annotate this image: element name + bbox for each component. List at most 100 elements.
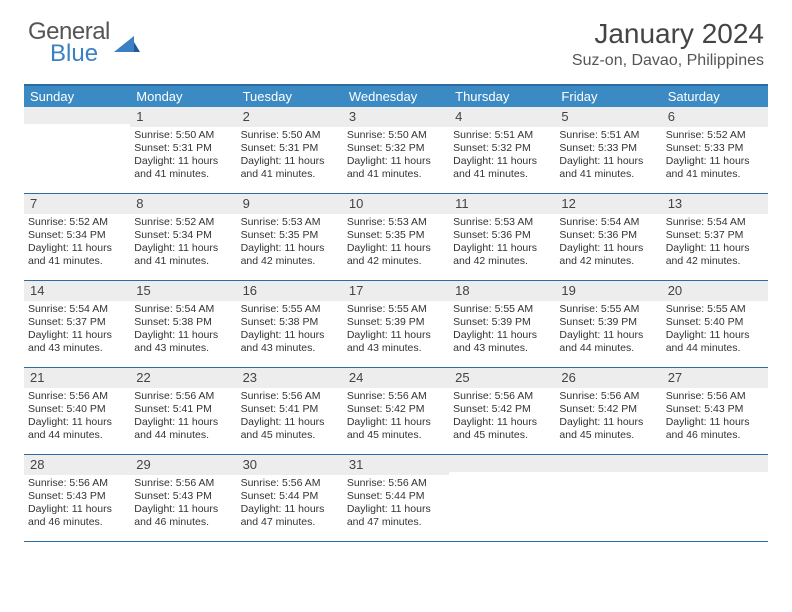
day-number-bar: 26 [555, 368, 661, 388]
day-cell: 15Sunrise: 5:54 AMSunset: 5:38 PMDayligh… [130, 281, 236, 367]
week-row: 7Sunrise: 5:52 AMSunset: 5:34 PMDaylight… [24, 194, 768, 281]
week-row: 28Sunrise: 5:56 AMSunset: 5:43 PMDayligh… [24, 455, 768, 542]
sunset-text: Sunset: 5:34 PM [134, 229, 232, 242]
daylight-text: Daylight: 11 hours and 43 minutes. [347, 329, 445, 355]
title-block: January 2024 Suz-on, Davao, Philippines [572, 18, 764, 70]
day-cell [555, 455, 661, 541]
day-number-bar: 31 [343, 455, 449, 475]
day-cell: 12Sunrise: 5:54 AMSunset: 5:36 PMDayligh… [555, 194, 661, 280]
daylight-text: Daylight: 11 hours and 46 minutes. [134, 503, 232, 529]
day-number: 21 [30, 370, 44, 385]
empty-day [555, 455, 661, 472]
daylight-text: Daylight: 11 hours and 45 minutes. [347, 416, 445, 442]
sunset-text: Sunset: 5:40 PM [28, 403, 126, 416]
sunrise-text: Sunrise: 5:51 AM [559, 129, 657, 142]
daylight-text: Daylight: 11 hours and 47 minutes. [241, 503, 339, 529]
day-cell: 26Sunrise: 5:56 AMSunset: 5:42 PMDayligh… [555, 368, 661, 454]
weekday-header: Friday [555, 86, 661, 107]
sunrise-text: Sunrise: 5:52 AM [134, 216, 232, 229]
day-number: 2 [243, 109, 250, 124]
day-cell: 14Sunrise: 5:54 AMSunset: 5:37 PMDayligh… [24, 281, 130, 367]
daylight-text: Daylight: 11 hours and 43 minutes. [134, 329, 232, 355]
daylight-text: Daylight: 11 hours and 42 minutes. [559, 242, 657, 268]
day-cell [662, 455, 768, 541]
day-cell: 11Sunrise: 5:53 AMSunset: 5:36 PMDayligh… [449, 194, 555, 280]
weekday-header: Tuesday [237, 86, 343, 107]
day-number: 10 [349, 196, 363, 211]
day-number: 11 [455, 196, 469, 211]
day-number: 28 [30, 457, 44, 472]
day-number-bar: 8 [130, 194, 236, 214]
day-cell: 25 Sunrise: 5:56 AMSunset: 5:42 PMDayligh… [449, 368, 555, 454]
day-number: 31 [349, 457, 363, 472]
sunrise-text: Sunrise: 5:56 AM [134, 477, 232, 490]
day-cell: 3Sunrise: 5:50 AMSunset: 5:32 PMDaylight… [343, 107, 449, 193]
day-number-bar: 13 [662, 194, 768, 214]
sunset-text: Sunset: 5:36 PM [559, 229, 657, 242]
calendar-table: SundayMondayTuesdayWednesdayThursdayFrid… [24, 84, 768, 542]
day-number-bar: 2 [237, 107, 343, 127]
day-cell [24, 107, 130, 193]
sunset-text: Sunset: 5:35 PM [347, 229, 445, 242]
day-cell: 2Sunrise: 5:50 AMSunset: 5:31 PMDaylight… [237, 107, 343, 193]
daylight-text: Daylight: 11 hours and 41 minutes. [347, 155, 445, 181]
day-number: 27 [668, 370, 682, 385]
day-number-bar: 1 [130, 107, 236, 127]
day-number: 30 [243, 457, 257, 472]
daylight-text: Daylight: 11 hours and 42 minutes. [666, 242, 764, 268]
day-number-bar: 16 [237, 281, 343, 301]
weekday-header: Thursday [449, 86, 555, 107]
day-number: 14 [30, 283, 44, 298]
daylight-text: Daylight: 11 hours and 41 minutes. [134, 242, 232, 268]
sunset-text: Sunset: 5:38 PM [134, 316, 232, 329]
day-number-bar: 7 [24, 194, 130, 214]
day-cell [449, 455, 555, 541]
day-number: 20 [668, 283, 682, 298]
empty-day [662, 455, 768, 472]
day-number-bar: 24 [343, 368, 449, 388]
day-number-bar: 18 [449, 281, 555, 301]
sunset-text: Sunset: 5:33 PM [559, 142, 657, 155]
sunset-text: Sunset: 5:41 PM [134, 403, 232, 416]
day-number-bar: 4 [449, 107, 555, 127]
day-number: 6 [668, 109, 675, 124]
day-number-bar: 15 [130, 281, 236, 301]
sunset-text: Sunset: 5:42 PM [453, 403, 551, 416]
daylight-text: Daylight: 11 hours and 41 minutes. [241, 155, 339, 181]
sunset-text: Sunset: 5:43 PM [134, 490, 232, 503]
day-number-bar: 25 [449, 368, 555, 388]
day-number: 15 [136, 283, 150, 298]
daylight-text: Daylight: 11 hours and 42 minutes. [453, 242, 551, 268]
sunset-text: Sunset: 5:42 PM [559, 403, 657, 416]
day-cell: 16Sunrise: 5:55 AMSunset: 5:38 PMDayligh… [237, 281, 343, 367]
daylight-text: Daylight: 11 hours and 45 minutes. [453, 416, 551, 442]
day-cell: 28Sunrise: 5:56 AMSunset: 5:43 PMDayligh… [24, 455, 130, 541]
sunrise-text: Sunrise: 5:56 AM [28, 390, 126, 403]
day-number: 1 [136, 109, 143, 124]
day-number: 13 [668, 196, 682, 211]
sunrise-text: Sunrise: 5:51 AM [453, 129, 551, 142]
day-number-bar: 21 [24, 368, 130, 388]
sunrise-text: Sunrise: 5:56 AM [559, 390, 657, 403]
day-cell: 24Sunrise: 5:56 AMSunset: 5:42 PMDayligh… [343, 368, 449, 454]
sunset-text: Sunset: 5:31 PM [134, 142, 232, 155]
sunset-text: Sunset: 5:37 PM [666, 229, 764, 242]
day-number: 7 [30, 196, 37, 211]
month-title: January 2024 [572, 18, 764, 50]
day-number-bar: 22 [130, 368, 236, 388]
day-number: 19 [561, 283, 575, 298]
daylight-text: Daylight: 11 hours and 41 minutes. [559, 155, 657, 181]
daylight-text: Daylight: 11 hours and 43 minutes. [453, 329, 551, 355]
daylight-text: Daylight: 11 hours and 45 minutes. [241, 416, 339, 442]
day-number-bar: 23 [237, 368, 343, 388]
sunset-text: Sunset: 5:37 PM [28, 316, 126, 329]
sunset-text: Sunset: 5:44 PM [347, 490, 445, 503]
sunrise-text: Sunrise: 5:52 AM [666, 129, 764, 142]
day-number: 23 [243, 370, 257, 385]
sunset-text: Sunset: 5:35 PM [241, 229, 339, 242]
day-cell: 8 Sunrise: 5:52 AMSunset: 5:34 PMDaylight… [130, 194, 236, 280]
weekday-header-row: SundayMondayTuesdayWednesdayThursdayFrid… [24, 86, 768, 107]
sunrise-text: Sunrise: 5:56 AM [453, 390, 551, 403]
day-cell: 29Sunrise: 5:56 AMSunset: 5:43 PMDayligh… [130, 455, 236, 541]
sunset-text: Sunset: 5:42 PM [347, 403, 445, 416]
